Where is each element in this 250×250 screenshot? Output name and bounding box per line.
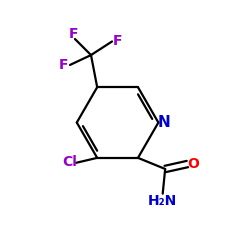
Text: Cl: Cl — [62, 155, 78, 169]
Text: F: F — [113, 34, 122, 48]
Text: F: F — [69, 26, 78, 40]
Text: H₂N: H₂N — [148, 194, 177, 207]
Text: F: F — [59, 58, 68, 72]
Text: O: O — [187, 156, 199, 170]
Text: N: N — [158, 115, 170, 130]
